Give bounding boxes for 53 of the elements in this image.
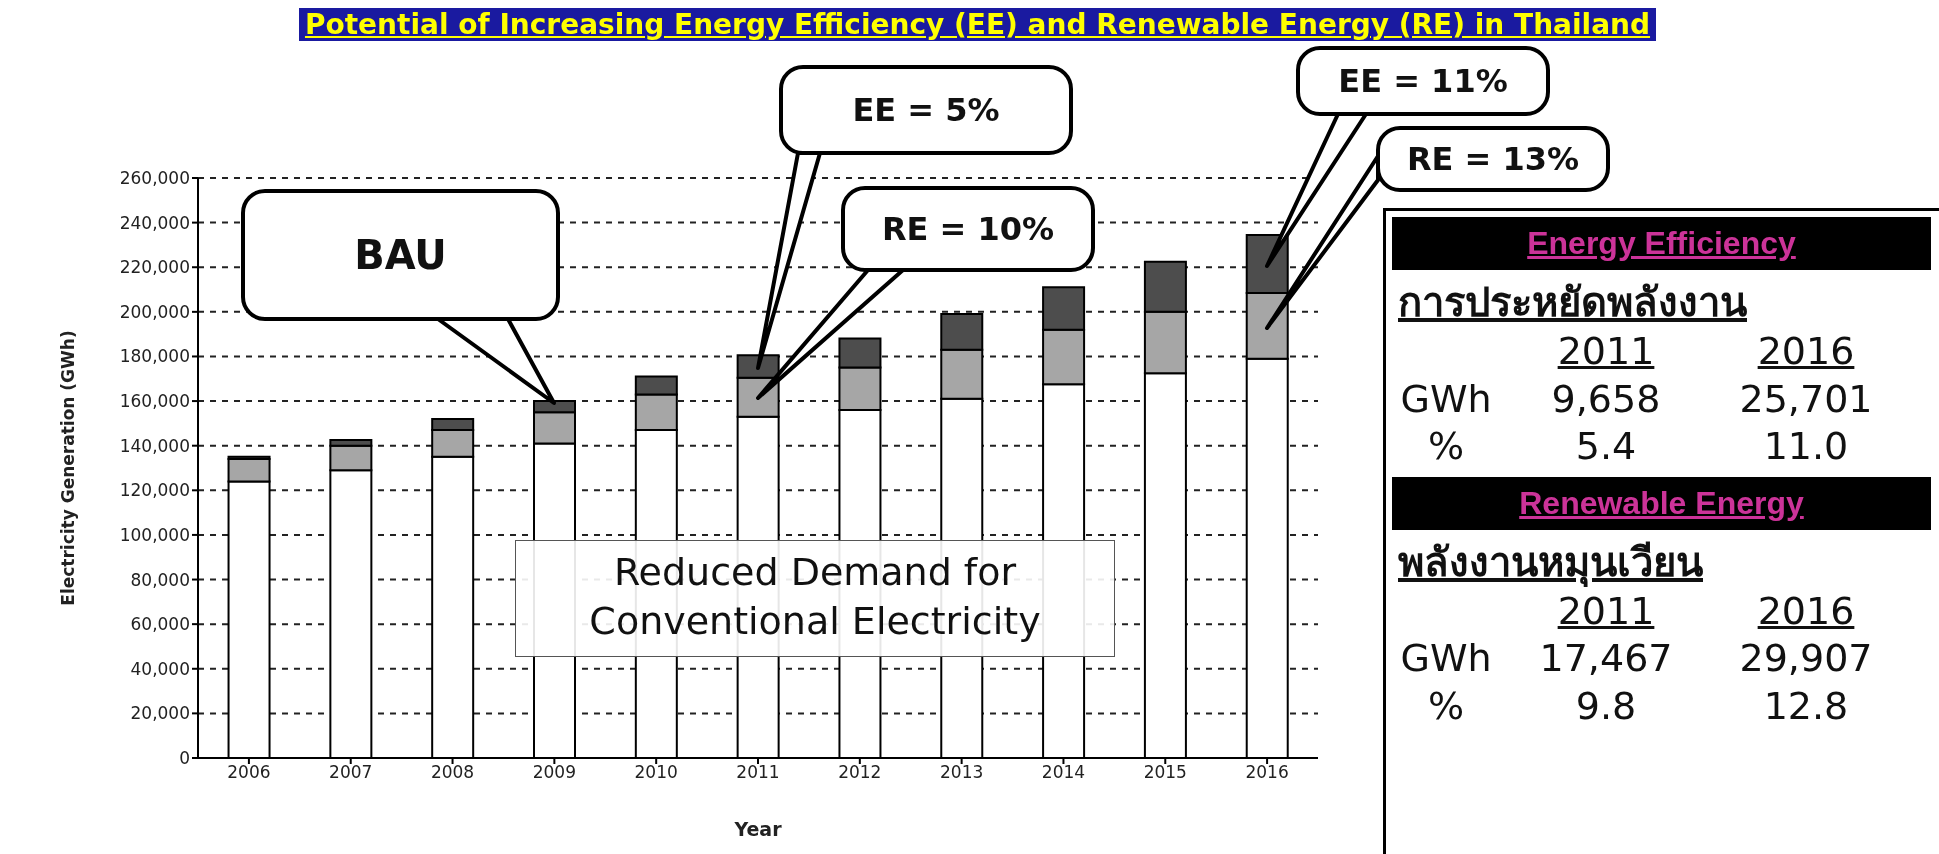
text: 2016 xyxy=(1756,328,1856,375)
x-tick-label: 2013 xyxy=(940,762,984,783)
y-tick-label: 140,000 xyxy=(119,435,190,456)
x-tick-label: 2008 xyxy=(430,762,475,783)
x-axis-title: Year xyxy=(733,818,783,840)
x-tick-label: 2010 xyxy=(634,762,678,783)
annotation: RE = 10% xyxy=(881,210,1055,248)
x-tick-label: 2011 xyxy=(736,762,780,783)
x-tick-label: 2006 xyxy=(227,762,271,783)
text: Energy Efficiency xyxy=(1527,225,1796,261)
text: การประหยัดพลังงาน xyxy=(1397,278,1748,327)
text: 2016 xyxy=(1756,587,1856,635)
y-tick-label: 40,000 xyxy=(130,658,190,679)
y-tick-label: 180,000 xyxy=(119,346,190,367)
text: GWh xyxy=(1399,635,1493,682)
y-tick-label: 80,000 xyxy=(130,569,190,590)
y-tick-label: 240,000 xyxy=(119,212,190,233)
text: 25,701 xyxy=(1738,375,1874,423)
text: % xyxy=(1426,682,1466,730)
text: GWh xyxy=(1399,375,1493,423)
chart-title: Potential of Increasing Energy Efficiency (EE) and Renewable Energy (RE) in Thailand xyxy=(298,8,1657,41)
y-tick-label: 160,000 xyxy=(119,391,190,412)
y-tick-label: 20,000 xyxy=(130,703,190,724)
text: EE = 11% xyxy=(1338,62,1508,100)
annotation: BAU xyxy=(354,232,447,278)
text: 9.8 xyxy=(1574,682,1638,730)
x-tick-label: 2015 xyxy=(1143,762,1187,783)
x-tick-label: 2016 xyxy=(1245,762,1289,783)
y-tick-label: 260,000 xyxy=(119,168,190,189)
text: 2011 xyxy=(1556,328,1656,375)
y-tick-label: 0 xyxy=(179,748,190,769)
text: 29,907 xyxy=(1738,635,1874,682)
text: 2011 xyxy=(1556,587,1656,635)
text: 5.4 xyxy=(1574,423,1638,470)
text: 12.8 xyxy=(1762,682,1850,730)
text: 17,467 xyxy=(1538,635,1674,682)
y-tick-label: 120,000 xyxy=(119,480,190,501)
y-axis-title: Electricity Generation (GWh) xyxy=(58,330,79,606)
x-tick-label: 2014 xyxy=(1041,762,1086,783)
text: RE = 13% xyxy=(1406,140,1580,178)
text: 11.0 xyxy=(1762,423,1850,470)
x-tick-label: 2012 xyxy=(838,762,882,783)
x-tick-label: 2009 xyxy=(532,762,576,783)
y-tick-label: 200,000 xyxy=(119,301,190,322)
text: 9,658 xyxy=(1550,375,1662,423)
y-tick-label: 60,000 xyxy=(130,614,190,635)
y-tick-label: 220,000 xyxy=(119,257,190,278)
x-tick-label: 2007 xyxy=(329,762,373,783)
text: % xyxy=(1426,423,1466,470)
text: พลังงานหมุนเวียน xyxy=(1397,537,1704,588)
text: EE = 5% xyxy=(852,91,1000,129)
text: Renewable Energy xyxy=(1519,484,1804,521)
y-tick-label: 100,000 xyxy=(119,524,190,545)
